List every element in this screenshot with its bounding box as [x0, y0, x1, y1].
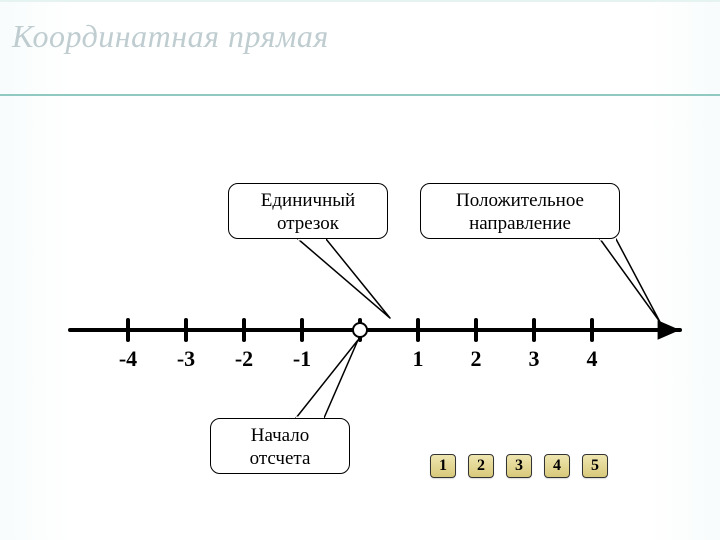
callout-origin-line2: отсчета [250, 448, 311, 469]
page-title: Координатная прямая [12, 18, 329, 55]
nav-button-5[interactable]: 5 [582, 454, 608, 478]
number-line [0, 0, 720, 540]
callout-unit-segment: Единичный отрезок [228, 183, 388, 239]
callout-unit-line2: отрезок [277, 213, 339, 234]
tick-label: 4 [587, 346, 598, 372]
tick-label: 3 [529, 346, 540, 372]
header-line-top [0, 0, 720, 2]
callout-positive-direction: Положительное направление [420, 183, 620, 239]
nav-button-3[interactable]: 3 [506, 454, 532, 478]
callout-unit-line1: Единичный [261, 190, 355, 211]
callout-direction-line1: Положительное [456, 190, 584, 211]
tick-label: -3 [177, 346, 195, 372]
tick-label: -1 [293, 346, 311, 372]
nav-button-4[interactable]: 4 [544, 454, 570, 478]
tick-label: 2 [471, 346, 482, 372]
callout-origin: Начало отсчета [210, 418, 350, 474]
tick-label: -4 [119, 346, 137, 372]
callout-origin-line1: Начало [251, 425, 310, 446]
tick-label: -2 [235, 346, 253, 372]
nav-button-1[interactable]: 1 [430, 454, 456, 478]
header-line-bottom [0, 94, 720, 96]
nav-button-2[interactable]: 2 [468, 454, 494, 478]
callout-direction-line2: направление [469, 213, 571, 234]
tick-label: 1 [413, 346, 424, 372]
